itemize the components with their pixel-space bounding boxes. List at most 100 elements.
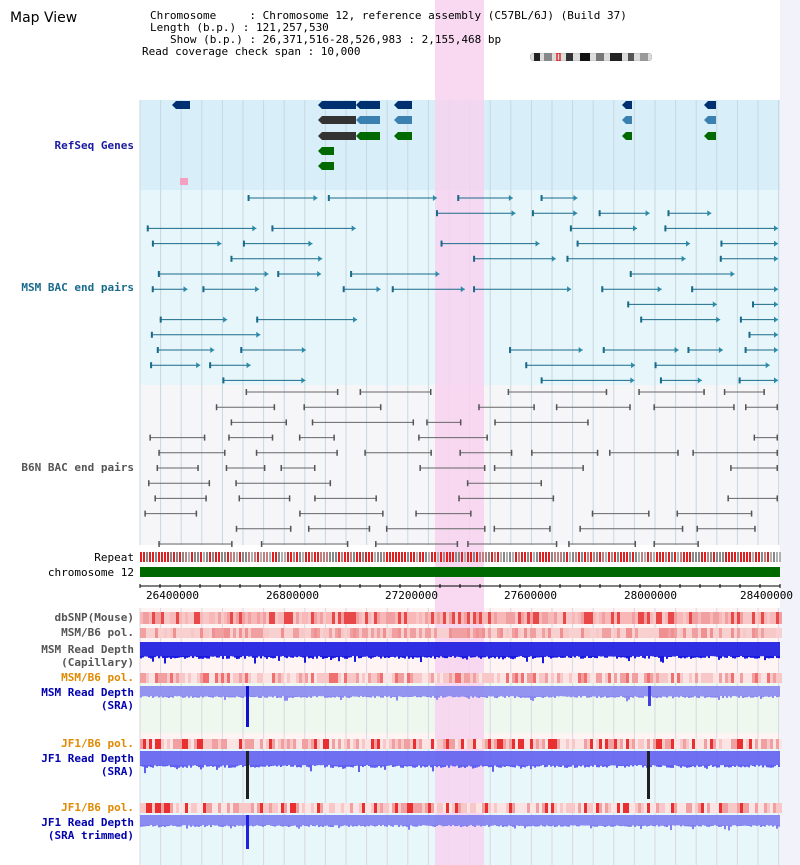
dbsnp-mark (290, 612, 293, 624)
pol-mark (470, 673, 473, 683)
msm-sra-depth (568, 696, 570, 697)
jf1-sra-depth (516, 765, 518, 766)
pol-mark (725, 628, 728, 638)
bac-end (311, 419, 314, 426)
track-label-msm-depth-sra[interactable]: MSM Read Depth (41, 686, 134, 699)
repeat-mark (620, 552, 622, 562)
msm-sra-depth (630, 696, 632, 698)
bac-end (493, 465, 496, 471)
pol-mark (524, 628, 527, 638)
bac-end (697, 377, 702, 384)
jf1-sra-depth (688, 765, 690, 768)
track-label-b6n-bac[interactable]: B6N BAC end pairs (21, 461, 134, 474)
pol-mark (728, 673, 731, 683)
msm-cap-depth (222, 656, 224, 659)
pol-mark (758, 739, 761, 749)
track-label-msm-b6-pol[interactable]: MSM/B6 pol. (61, 626, 134, 639)
bac-end (566, 255, 569, 262)
pol-mark (305, 673, 308, 683)
repeat-mark (641, 552, 643, 562)
jf1-sra-depth (404, 765, 406, 767)
pol-mark (302, 803, 305, 813)
pol-mark (563, 803, 566, 813)
msm-cap-depth (638, 656, 640, 657)
jf1-sra-depth (392, 765, 394, 767)
msm-cap-depth (708, 656, 710, 658)
repeat-mark (281, 552, 283, 562)
pol-mark (554, 673, 557, 683)
pol-mark (287, 803, 290, 813)
pol-mark (461, 673, 464, 683)
dbsnp-mark (620, 612, 623, 624)
pol-mark (182, 628, 185, 638)
track-label-jf1-b6-pol[interactable]: JF1/B6 pol. (61, 737, 134, 750)
track-label-jf1-depth-sra[interactable]: JF1 Read Depth (41, 752, 134, 765)
show-line: Show (b.p.) : 26,371,516-28,526,983 : 2,… (170, 33, 502, 46)
pol-mark (380, 739, 383, 749)
dbsnp-mark (728, 612, 731, 624)
msm-cap-depth (416, 656, 418, 658)
pol-mark (731, 803, 734, 813)
jf1-trim-depth (502, 825, 504, 827)
pol-mark (710, 673, 713, 683)
track-label-msm-depth-cap[interactable]: MSM Read Depth (41, 643, 134, 656)
repeat-mark (668, 552, 670, 562)
jf1-trim-depth (154, 825, 156, 827)
repeat-mark (155, 552, 157, 562)
msm-cap-depth (516, 656, 518, 657)
pol-mark (659, 673, 662, 683)
dbsnp-mark (692, 612, 695, 624)
pol-mark (662, 803, 665, 813)
jf1-sra-depth (170, 765, 172, 768)
pol-mark (467, 739, 470, 749)
pol-mark (638, 739, 641, 749)
pol-mark (494, 803, 497, 813)
dbsnp-mark (362, 612, 365, 624)
pol-mark (644, 673, 647, 683)
track-label-msm-bac[interactable]: MSM BAC end pairs (21, 281, 134, 294)
pol-mark (596, 673, 599, 683)
pol-mark (281, 628, 284, 638)
jf1-trim-depth (426, 825, 428, 826)
dbsnp-mark (509, 612, 512, 624)
jf1-trim-depth (674, 825, 676, 826)
dbsnp-mark (329, 612, 332, 624)
msm-cap-depth (354, 656, 356, 662)
pol-mark (434, 739, 437, 749)
pol-mark (686, 628, 689, 638)
msm-cap-depth (474, 656, 476, 658)
jf1-sra-depth (676, 765, 678, 766)
jf1-trim-depth (622, 825, 624, 826)
pol-mark (773, 673, 776, 683)
repeat-mark (164, 552, 166, 562)
pol-mark (458, 803, 461, 813)
pol-mark (278, 739, 281, 749)
track-label-msm-b6-pol-2[interactable]: MSM/B6 pol. (61, 671, 134, 684)
track-label-dbsnp[interactable]: dbSNP(Mouse) (54, 611, 134, 624)
jf1-trim-depth (712, 825, 714, 826)
jf1-sra-depth (716, 765, 718, 768)
pol-mark (428, 803, 431, 813)
jf1-sra-depth (210, 765, 212, 766)
msm-sra-depth (392, 696, 394, 697)
msm-cap-depth (612, 656, 614, 657)
track-label-jf1-depth-trim[interactable]: JF1 Read Depth (41, 816, 134, 829)
pol-mark (332, 628, 335, 638)
track-label-jf1-b6-pol-2[interactable]: JF1/B6 pol. (61, 801, 134, 814)
ruler-tick-label: 26800000 (266, 589, 319, 602)
pol-mark (542, 628, 545, 638)
chromosome-ideogram[interactable] (530, 53, 652, 61)
msm-sra-depth (148, 696, 150, 698)
jf1-sra-depth (276, 765, 278, 767)
bac-end (551, 255, 556, 262)
track-label-refseq-genes[interactable]: RefSeq Genes (54, 139, 134, 152)
jf1-sra-depth (254, 765, 256, 768)
pol-mark (569, 739, 572, 749)
msm-cap-depth (362, 656, 364, 657)
jf1-trim-depth (398, 825, 400, 827)
jf1-trim-depth (386, 825, 388, 827)
repeat-mark (143, 552, 145, 562)
msm-sra-depth (660, 696, 662, 698)
msm-cap-depth (614, 656, 616, 657)
